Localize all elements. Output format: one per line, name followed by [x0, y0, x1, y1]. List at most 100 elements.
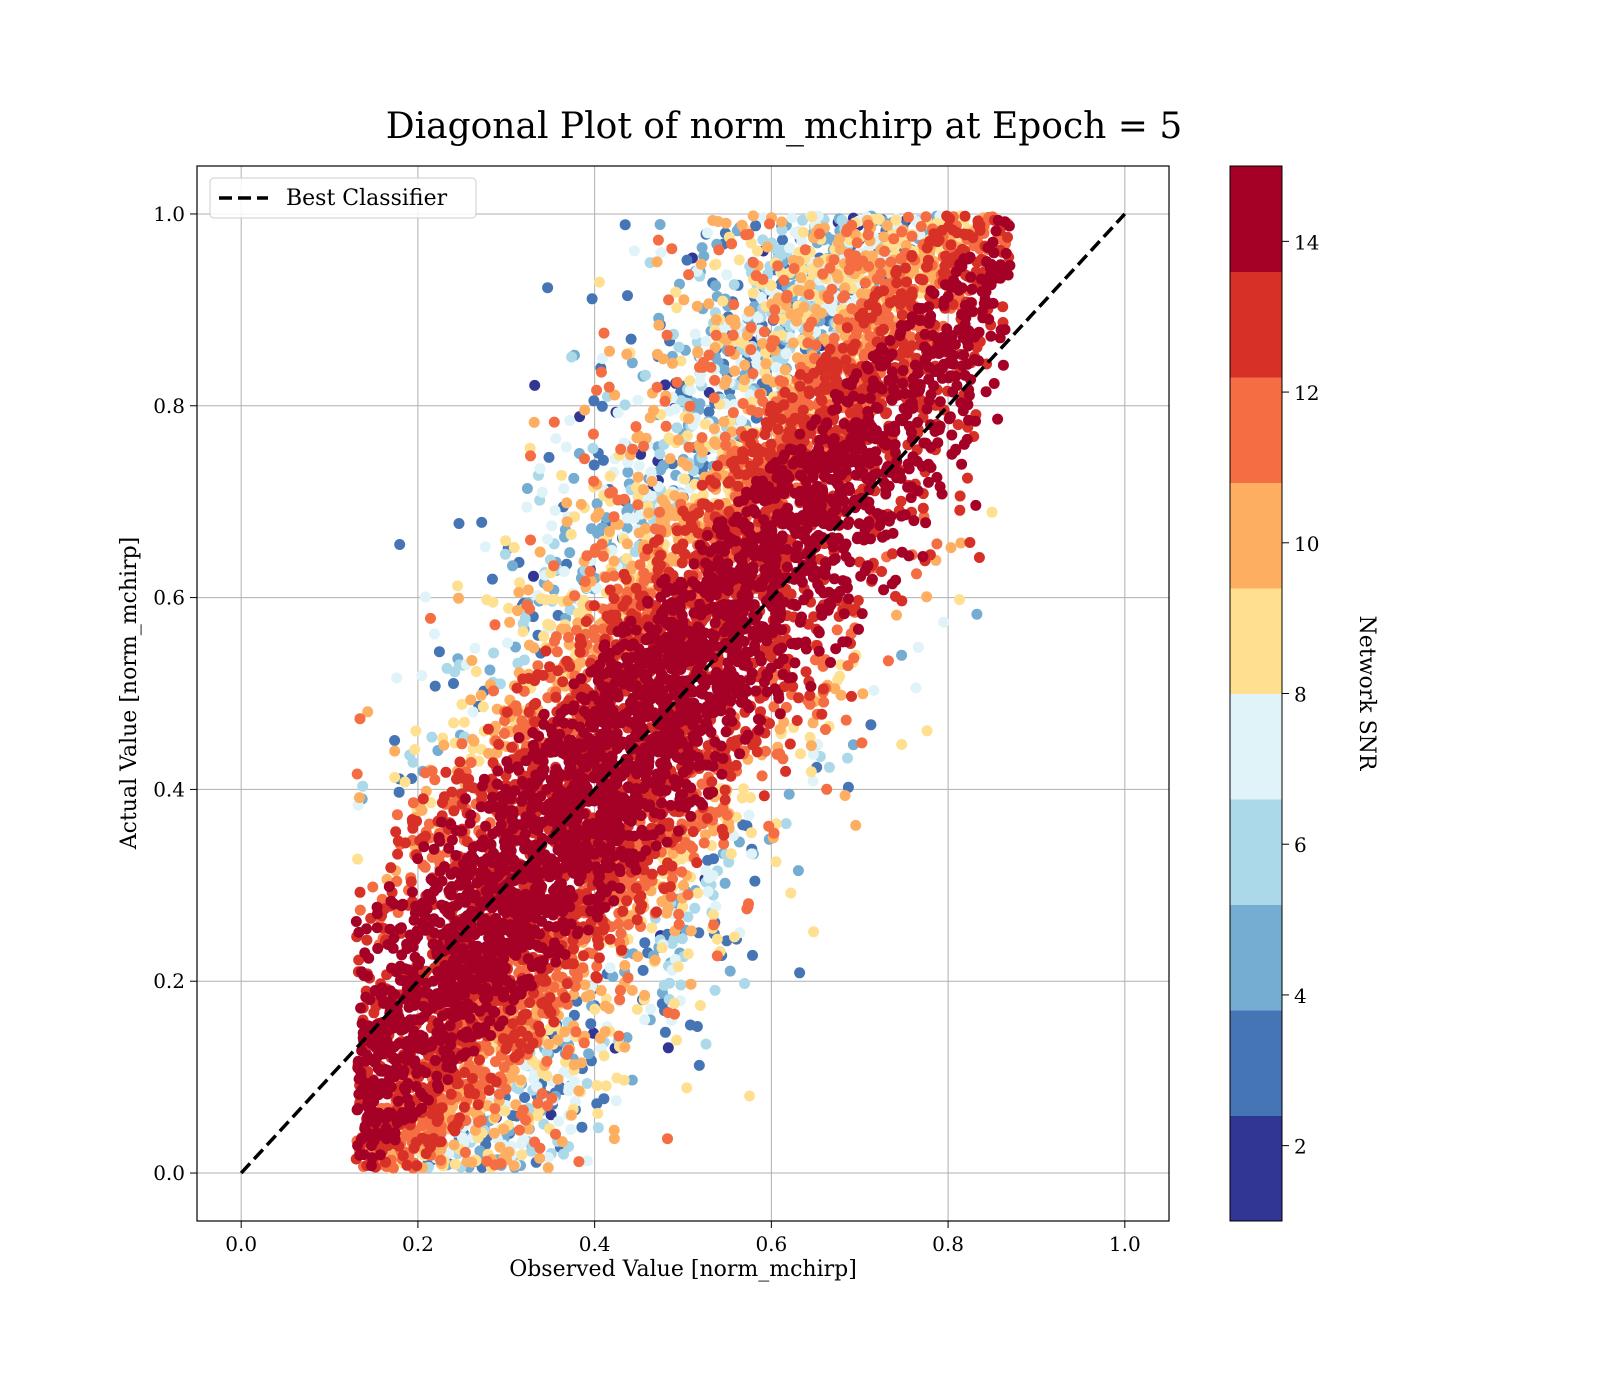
scatter-point	[796, 235, 808, 247]
scatter-point	[553, 1115, 565, 1127]
scatter-point	[519, 613, 531, 624]
scatter-point	[488, 647, 500, 659]
scatter-point	[697, 489, 709, 501]
scatter-point	[784, 242, 795, 254]
scatter-point	[499, 1105, 511, 1117]
scatter-point	[839, 282, 851, 294]
scatter-point	[802, 337, 814, 349]
scatter-point	[663, 294, 675, 306]
scatter-point	[587, 442, 599, 454]
scatter-point	[900, 262, 911, 274]
scatter-point	[591, 1080, 603, 1092]
scatter-point	[663, 503, 675, 515]
scatter-point	[654, 448, 666, 460]
scatter-point	[568, 1009, 580, 1021]
scatter-point	[973, 552, 985, 563]
scatter-point	[694, 1000, 706, 1011]
scatter-point	[486, 573, 498, 585]
scatter-point	[666, 860, 678, 872]
scatter-point	[849, 228, 861, 240]
scatter-point	[745, 792, 756, 804]
scatter-point	[890, 590, 901, 602]
scatter-point	[678, 879, 689, 891]
scatter-point	[671, 302, 683, 314]
scatter-point	[361, 934, 373, 946]
scatter-point	[552, 665, 564, 677]
scatter-point	[710, 329, 722, 341]
scatter-point	[558, 1148, 570, 1160]
scatter-point	[600, 571, 612, 583]
scatter-point	[882, 655, 894, 667]
scatter-point	[448, 678, 459, 689]
scatter-point	[705, 361, 717, 373]
scatter-point	[522, 1123, 534, 1135]
scatter-point	[423, 1138, 435, 1150]
scatter-point	[621, 895, 633, 907]
scatter-point	[791, 715, 803, 726]
scatter-point	[713, 244, 725, 256]
scatter-point	[745, 321, 757, 333]
scatter-point	[682, 948, 694, 960]
scatter-point	[609, 389, 621, 401]
scatter-point	[777, 234, 788, 246]
scatter-point	[774, 375, 786, 387]
scatter-point	[619, 219, 631, 231]
scatter-point	[548, 981, 560, 993]
scatter-point	[552, 1034, 564, 1046]
scatter-point	[691, 300, 703, 312]
scatter-point	[718, 416, 730, 428]
scatter-point	[710, 258, 722, 270]
scatter-point	[454, 756, 466, 768]
scatter-point	[631, 1003, 643, 1015]
scatter-point	[604, 933, 616, 945]
scatter-point	[564, 604, 576, 616]
scatter-point	[954, 594, 965, 606]
scatter-point	[799, 244, 811, 256]
scatter-point	[774, 748, 786, 760]
scatter-point	[630, 421, 642, 433]
scatter-point	[561, 497, 573, 509]
scatter-point	[595, 985, 607, 996]
scatter-point	[631, 914, 643, 926]
scatter-point	[654, 549, 666, 561]
scatter-point	[595, 366, 607, 378]
scatter-point	[662, 1007, 674, 1019]
scatter-point	[890, 294, 902, 306]
scatter-point	[718, 838, 730, 850]
scatter-point	[785, 887, 797, 899]
scatter-point	[708, 392, 720, 404]
scatter-point	[862, 229, 874, 241]
scatter-point	[910, 682, 922, 694]
scatter-point	[494, 1088, 505, 1100]
scatter-point	[604, 962, 616, 974]
scatter-point	[608, 1124, 620, 1136]
scatter-point	[809, 654, 821, 666]
scatter-point	[502, 637, 513, 649]
scatter-point	[548, 1016, 560, 1028]
scatter-point	[684, 384, 696, 396]
scatter-point	[470, 666, 482, 677]
scatter-point	[743, 809, 755, 821]
scatter-point	[776, 224, 788, 236]
scatter-point	[794, 967, 806, 979]
scatter-point	[589, 1003, 601, 1015]
scatter-point	[693, 404, 705, 416]
scatter-point	[728, 299, 740, 310]
scatter-point	[986, 506, 998, 518]
scatter-point	[618, 1074, 630, 1086]
scatter-point	[514, 577, 526, 589]
scatter-point	[718, 364, 730, 376]
scatter-point	[837, 342, 849, 354]
scatter-point	[703, 298, 715, 310]
scatter-point	[727, 407, 739, 419]
scatter-point	[634, 559, 646, 571]
scatter-point	[695, 258, 707, 270]
scatter-point	[954, 490, 966, 502]
scatter-point	[362, 706, 374, 718]
scatter-point	[508, 1160, 520, 1172]
scatter-point	[626, 357, 638, 369]
scatter-point	[654, 559, 666, 571]
scatter-point	[448, 1121, 460, 1133]
scatter-point	[568, 1059, 580, 1071]
scatter-point	[514, 1124, 525, 1136]
